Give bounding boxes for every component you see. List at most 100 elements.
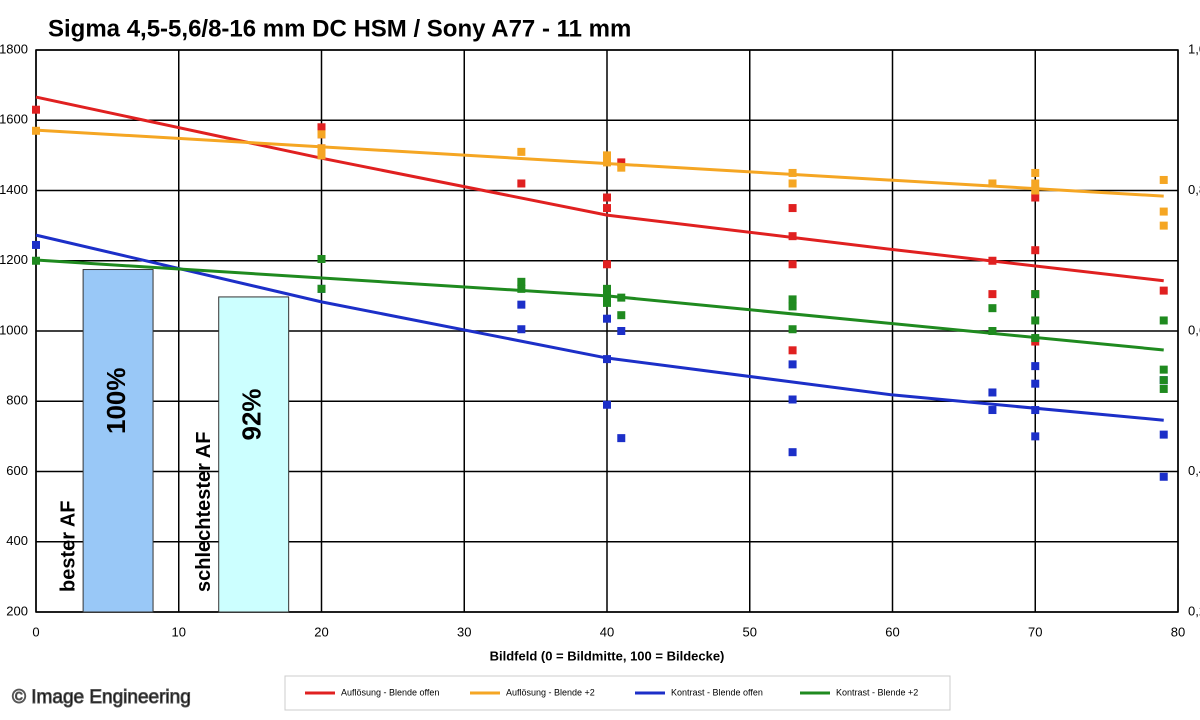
- x-tick-label: 30: [457, 624, 471, 639]
- x-tick-label: 10: [172, 624, 186, 639]
- point: [788, 260, 797, 269]
- point: [317, 130, 326, 139]
- legend-label: Auflösung - Blende +2: [506, 687, 595, 697]
- trend-line: [35, 128, 1164, 198]
- x-tick-label: 50: [743, 624, 757, 639]
- point: [317, 123, 326, 132]
- x-axis-label: Bildfeld (0 = Bildmitte, 100 = Bildecke): [490, 648, 725, 663]
- point: [788, 325, 797, 334]
- copyright: © Image Engineering: [12, 687, 191, 708]
- point: [617, 311, 626, 320]
- point: [1031, 168, 1040, 177]
- y-tick-label: 400: [6, 533, 28, 548]
- point: [603, 314, 611, 323]
- point: [988, 290, 997, 299]
- point: [617, 327, 626, 335]
- point: [1159, 316, 1168, 325]
- point: [317, 284, 326, 293]
- point: [317, 151, 326, 160]
- point: [1159, 207, 1168, 216]
- point: [788, 179, 797, 188]
- point: [1031, 246, 1040, 255]
- point: [788, 346, 797, 355]
- y-tick-label: 800: [6, 393, 28, 408]
- point: [1031, 406, 1040, 415]
- point: [617, 158, 626, 167]
- point: [603, 158, 611, 167]
- point: [1031, 179, 1040, 188]
- point: [788, 302, 797, 311]
- point: [1031, 362, 1040, 371]
- point: [1031, 334, 1040, 343]
- point: [32, 105, 40, 114]
- x-tick-label: 60: [885, 624, 899, 639]
- y2-tick-label: 0,6: [1188, 322, 1200, 337]
- y2-tick-label: 0,2: [1188, 603, 1200, 618]
- point: [517, 277, 526, 286]
- point: [603, 284, 611, 293]
- point: [617, 434, 626, 443]
- bar-annotation: schlechtester AF: [193, 432, 215, 592]
- x-tick-label: 20: [314, 624, 328, 639]
- point: [517, 147, 526, 156]
- point: [988, 388, 997, 397]
- point: [1159, 430, 1168, 439]
- point: [32, 240, 40, 249]
- point: [617, 163, 626, 172]
- point: [517, 325, 526, 334]
- bar: [218, 296, 290, 613]
- legend-label: Auflösung - Blende offen: [341, 687, 439, 697]
- point: [1031, 316, 1040, 325]
- point: [1159, 384, 1168, 393]
- bar: [82, 269, 154, 613]
- y-tick-label: 1000: [0, 322, 28, 337]
- x-tick-label: 70: [1028, 624, 1042, 639]
- point: [988, 327, 997, 335]
- point: [603, 204, 611, 213]
- legend-label: Kontrast - Blende +2: [836, 687, 918, 697]
- point: [1031, 186, 1040, 195]
- point: [788, 360, 797, 369]
- point: [788, 395, 797, 404]
- point: [617, 293, 626, 302]
- legend-label: Kontrast - Blende offen: [671, 687, 763, 697]
- point: [603, 260, 611, 269]
- point: [988, 304, 997, 313]
- y2-tick-label: 0,4: [1188, 463, 1200, 478]
- x-tick-label: 40: [600, 624, 614, 639]
- y2-tick-label: 1,0: [1188, 41, 1200, 56]
- point: [603, 151, 611, 160]
- legend-box: [284, 675, 951, 711]
- point: [603, 298, 611, 307]
- point: [788, 168, 797, 177]
- bar-annotation: bester AF: [57, 500, 79, 592]
- point: [1159, 286, 1168, 295]
- point: [603, 193, 611, 202]
- y2-tick-label: 0,8: [1188, 182, 1200, 197]
- point: [1159, 472, 1168, 481]
- y-tick-label: 200: [6, 603, 28, 618]
- trend-line: [35, 95, 1164, 283]
- y-tick-label: 600: [6, 463, 28, 478]
- point: [317, 144, 326, 153]
- point: [1031, 432, 1040, 441]
- point: [788, 204, 797, 213]
- bar-label: 100%: [101, 368, 131, 435]
- point: [988, 179, 997, 188]
- point: [517, 284, 526, 293]
- point: [788, 232, 797, 241]
- point: [1031, 379, 1040, 388]
- point: [988, 406, 997, 415]
- chart-title: Sigma 4,5-5,6/8-16 mm DC HSM / Sony A77 …: [48, 15, 631, 42]
- point: [517, 300, 526, 309]
- point: [317, 254, 326, 263]
- point: [32, 256, 40, 265]
- point: [1159, 221, 1168, 230]
- x-tick-label: 80: [1171, 624, 1185, 639]
- x-tick-label: 0: [32, 624, 39, 639]
- point: [788, 295, 797, 304]
- point: [603, 355, 611, 364]
- y-tick-label: 1200: [0, 252, 28, 267]
